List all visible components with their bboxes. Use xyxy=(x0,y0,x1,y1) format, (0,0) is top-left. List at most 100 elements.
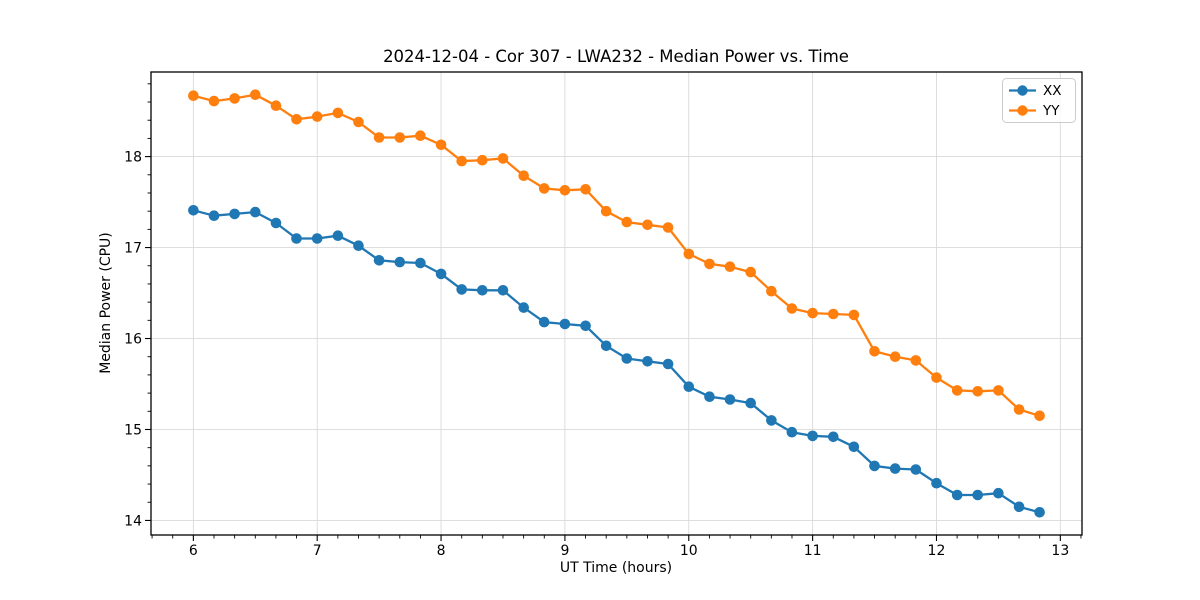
series-XX-marker xyxy=(642,356,653,367)
series-XX-marker xyxy=(993,487,1004,499)
series-YY-marker xyxy=(848,309,860,321)
y-axis-label: Median Power (CPU) xyxy=(98,232,114,374)
x-tick-label: 6 xyxy=(189,543,198,559)
series-XX-marker xyxy=(662,358,674,370)
legend-marker-xx xyxy=(1017,85,1028,96)
series-XX-marker xyxy=(477,285,488,296)
series-XX-marker xyxy=(889,463,901,474)
legend-item-yy: YY xyxy=(1009,103,1060,119)
series-YY-marker xyxy=(250,89,261,100)
series-XX-marker xyxy=(559,318,571,330)
series-XX-marker xyxy=(291,233,302,244)
series-YY-marker xyxy=(518,170,529,181)
series-YY-marker xyxy=(580,184,591,195)
series-XX-marker xyxy=(766,415,777,426)
y-tick-label: 17 xyxy=(124,241,142,257)
legend: XX YY xyxy=(1002,78,1076,123)
grid-layer xyxy=(151,72,1082,535)
series-YY-marker xyxy=(353,116,364,128)
series-XX-marker xyxy=(951,489,963,501)
series-YY-marker xyxy=(931,372,942,383)
series-XX-marker xyxy=(600,340,612,352)
series-XX-marker xyxy=(229,208,240,220)
series-XX-marker xyxy=(538,316,550,328)
series-YY-marker xyxy=(869,346,880,357)
series-XX-marker xyxy=(724,394,736,405)
series-YY-marker xyxy=(807,307,818,319)
series-XX-marker xyxy=(332,230,344,241)
series-YY-marker xyxy=(642,219,653,231)
series-YY-marker xyxy=(993,385,1004,396)
series-YY-marker xyxy=(270,100,282,111)
series-YY-marker xyxy=(229,93,240,104)
series-XX-marker xyxy=(786,426,798,438)
y-tick-label: 14 xyxy=(124,513,142,529)
series-YY-marker xyxy=(704,258,715,270)
series-XX-marker xyxy=(435,268,447,280)
series-YY-marker xyxy=(1013,404,1025,415)
series-YY-marker xyxy=(208,95,220,107)
series-XX-marker xyxy=(683,381,695,393)
series-XX-marker xyxy=(208,210,220,221)
series-YY-marker xyxy=(683,248,695,260)
x-tick-label: 12 xyxy=(928,543,946,559)
series-YY-marker xyxy=(889,351,901,363)
series-XX-marker xyxy=(828,431,839,443)
series-XX-marker xyxy=(807,430,818,442)
series-XX-marker xyxy=(311,233,323,244)
series-XX-marker xyxy=(580,320,591,332)
series-XX-marker xyxy=(518,302,529,313)
series-YY-marker xyxy=(559,185,571,196)
x-tick-label: 9 xyxy=(560,543,569,559)
series-XX-marker xyxy=(910,464,922,475)
series-YY-marker xyxy=(951,385,963,396)
x-tick-label: 11 xyxy=(804,543,822,559)
series-XX-marker xyxy=(931,477,942,489)
series-YY-marker xyxy=(311,111,323,122)
legend-label-xx: XX xyxy=(1043,83,1062,99)
series-XX-marker xyxy=(353,240,364,251)
series-YY-marker xyxy=(497,153,509,164)
x-axis-label: UT Time (hours) xyxy=(560,560,672,576)
chart-title: 2024-12-04 - Cor 307 - LWA232 - Median P… xyxy=(383,47,849,66)
legend-marker-yy xyxy=(1017,105,1028,116)
legend-label-yy: YY xyxy=(1042,103,1060,119)
plot-border xyxy=(150,71,1083,536)
series-YY-marker xyxy=(456,155,468,167)
series-YY-marker xyxy=(745,266,756,278)
series-YY-marker xyxy=(724,261,736,273)
series-XX-marker xyxy=(497,285,509,296)
series-XX-marker xyxy=(270,217,282,229)
series-YY-marker xyxy=(1034,410,1045,422)
series-XX-marker xyxy=(972,489,983,501)
series-layer xyxy=(188,89,1045,518)
series-XX-marker xyxy=(1034,507,1045,518)
series-YY-marker xyxy=(373,132,385,143)
series-YY-marker xyxy=(972,386,983,397)
x-tick-label: 13 xyxy=(1051,543,1069,559)
y-tick-label: 15 xyxy=(124,422,142,438)
series-XX-marker xyxy=(394,256,406,268)
series-YY-marker xyxy=(538,183,550,194)
series-YY-marker xyxy=(786,303,798,314)
series-XX-marker xyxy=(869,460,880,472)
series-YY-marker xyxy=(435,139,447,151)
series-XX-marker xyxy=(704,391,715,403)
series-XX-marker xyxy=(745,397,756,409)
x-tick-label: 7 xyxy=(313,543,322,559)
legend-item-xx: XX xyxy=(1009,83,1062,99)
series-YY-marker xyxy=(394,132,406,143)
series-YY-marker xyxy=(291,114,302,125)
x-tick-label: 10 xyxy=(680,543,698,559)
series-YY-marker xyxy=(662,222,674,233)
tick-layer: 6 7 8 9 10 11 12 13 14 15 16 17 18 xyxy=(124,83,1082,559)
y-tick-label: 18 xyxy=(124,150,142,166)
series-YY-marker xyxy=(477,154,488,166)
series-YY-marker xyxy=(600,205,612,217)
series-XX-marker xyxy=(373,254,385,266)
y-tick-label: 16 xyxy=(124,332,142,348)
series-XX-marker xyxy=(621,353,633,364)
series-XX-marker xyxy=(1013,501,1025,513)
